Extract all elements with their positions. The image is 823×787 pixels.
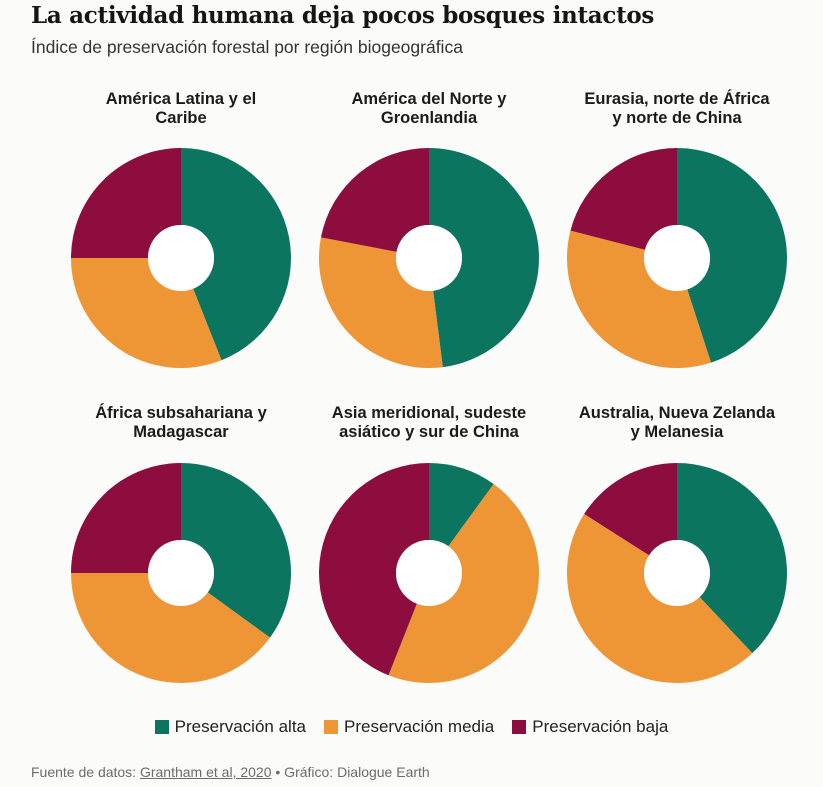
- legend-label-alta: Preservación alta: [174, 717, 306, 736]
- legend: Preservación alta Preservación media Pre…: [0, 717, 823, 737]
- donut-chart: [71, 148, 291, 368]
- donut-chart: [567, 463, 787, 683]
- donut-chart: [567, 148, 787, 368]
- legend-swatch-baja: [512, 720, 527, 734]
- legend-swatch-alta: [154, 720, 169, 734]
- donut-slice-media[interactable]: [567, 230, 711, 368]
- donut-slice-baja[interactable]: [584, 463, 677, 556]
- panel-title-line: Eurasia, norte de África: [584, 90, 770, 108]
- legend-label-media: Preservación media: [344, 717, 495, 736]
- panel-title: Australia, Nueva Zelanda y Melanesia: [547, 404, 807, 442]
- legend-swatch-media: [324, 720, 338, 734]
- source-link[interactable]: Grantham et al, 2020: [139, 764, 272, 780]
- panel-title-line: y Melanesia: [630, 423, 724, 441]
- panel-title-line: Groenlandia: [380, 109, 478, 127]
- panel-title-line: América del Norte y: [351, 90, 507, 108]
- panel-title-line: y norte de China: [612, 109, 742, 127]
- legend-item-baja[interactable]: Preservación baja: [512, 717, 668, 737]
- donut-slice-alta[interactable]: [429, 148, 539, 368]
- donut-slice-media[interactable]: [318, 237, 443, 368]
- panel-title-line: asiático y sur de China: [339, 423, 519, 441]
- panel-title: Eurasia, norte de África y norte de China: [547, 90, 807, 128]
- panel-title-line: Madagascar: [133, 423, 229, 441]
- donut-slice-alta[interactable]: [181, 148, 291, 361]
- panel-title-line: África subsahariana y: [95, 404, 267, 422]
- donut-chart: [318, 148, 539, 368]
- donut-hole: [644, 225, 710, 291]
- chart-title: La actividad humana deja pocos bosques i…: [31, 2, 655, 29]
- donut-slice-media[interactable]: [388, 484, 539, 683]
- panel-title-line: América Latina y el: [105, 90, 257, 108]
- donut-slice-media[interactable]: [567, 514, 753, 683]
- panel-title: Asia meridional, sudeste asiático y sur d…: [299, 404, 559, 442]
- panel-title: América Latina y el Caribe: [51, 90, 311, 128]
- donut-slice-alta[interactable]: [677, 148, 787, 363]
- footer-source: Fuente de datos: Grantham et al, 2020 • …: [31, 764, 430, 780]
- donut-slice-baja[interactable]: [71, 463, 181, 573]
- donut-slice-alta[interactable]: [429, 463, 494, 547]
- donut-hole: [396, 225, 462, 291]
- donut-hole: [148, 540, 214, 606]
- donut-slice-baja[interactable]: [319, 463, 429, 676]
- donut-hole: [644, 540, 710, 606]
- donut-slice-media[interactable]: [71, 258, 222, 368]
- panel-title-line: Asia meridional, sudeste: [331, 404, 527, 422]
- panel-title: África subsahariana y Madagascar: [51, 404, 311, 442]
- footer-suffix: • Gráfico: Dialogue Earth: [271, 764, 430, 780]
- chart-subtitle: Índice de preservación forestal por regi…: [31, 37, 463, 57]
- donut-slice-alta[interactable]: [181, 463, 291, 638]
- donut-hole: [148, 225, 214, 291]
- panel-title-line: Caribe: [155, 109, 207, 127]
- legend-item-alta[interactable]: Preservación alta: [154, 717, 306, 737]
- donut-chart: [71, 463, 291, 683]
- donut-slice-baja[interactable]: [71, 148, 181, 258]
- footer-prefix: Fuente de datos:: [31, 764, 140, 780]
- panel-title-line: Australia, Nueva Zelanda: [578, 404, 776, 422]
- donut-slice-alta[interactable]: [677, 463, 787, 654]
- donut-slice-media[interactable]: [71, 573, 270, 683]
- donut-hole: [396, 540, 462, 606]
- donut-chart: [319, 463, 539, 683]
- panel-title: América del Norte y Groenlandia: [299, 90, 559, 128]
- legend-item-media[interactable]: Preservación media: [324, 717, 494, 737]
- donut-slice-baja[interactable]: [570, 148, 677, 250]
- legend-label-baja: Preservación baja: [532, 717, 669, 736]
- donut-slice-baja[interactable]: [320, 148, 429, 252]
